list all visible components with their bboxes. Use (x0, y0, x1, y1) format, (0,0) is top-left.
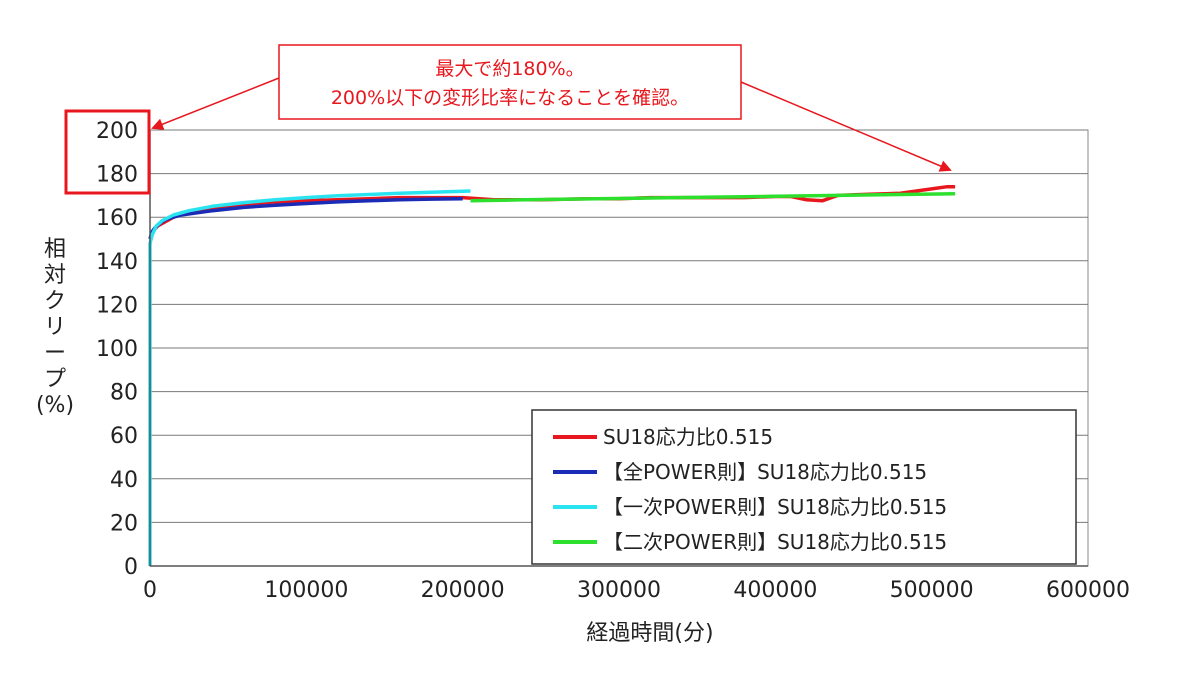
series-line-2 (148, 189, 471, 566)
y-tick-labels: 0 20 40 60 80 100 120 140 160 180 200 (96, 119, 138, 580)
y-tick-label: 120 (96, 293, 138, 318)
y-axis-title: 相対クリープ(%) (36, 237, 74, 418)
y-tick-label: 180 (96, 163, 138, 188)
x-tick-label: 400000 (733, 578, 817, 603)
legend-label-3: 【二次POWER則】SU18応力比0.515 (603, 530, 947, 554)
series-line-3 (470, 191, 956, 203)
x-tick-label: 200000 (421, 578, 505, 603)
x-tick-label: 0 (143, 578, 157, 603)
y-tick-label: 0 (124, 555, 138, 580)
callout-arrow-right (740, 81, 952, 172)
legend-box (531, 409, 1077, 565)
legend-label-2: 【一次POWER則】SU18応力比0.515 (603, 495, 947, 519)
callout-line1: 最大で約180%。 (435, 58, 584, 80)
y-tick-label: 60 (110, 424, 138, 449)
y-tick-label: 200 (96, 119, 138, 144)
legend: SU18応力比0.515 【全POWER則】SU18応力比0.515 【一次POWE… (553, 425, 947, 554)
x-tick-label: 600000 (1046, 578, 1130, 603)
series-group (148, 184, 956, 566)
y-tick-label: 80 (110, 381, 138, 406)
y-tick-label: 40 (110, 468, 138, 493)
x-axis-title: 経過時間(分) (586, 621, 713, 646)
y-tick-label: 20 (110, 511, 138, 536)
y-tick-label: 140 (96, 250, 138, 275)
y-max-highlight-box (64, 109, 151, 195)
callout-arrow-left (151, 77, 280, 130)
y-tick-label: 100 (96, 337, 138, 362)
callout-box (278, 44, 742, 120)
y-tick-label: 160 (96, 206, 138, 231)
x-tick-label: 100000 (264, 578, 348, 603)
legend-label-1: 【全POWER則】SU18応力比0.515 (603, 460, 927, 484)
x-tick-label: 500000 (890, 578, 974, 603)
legend-label-0: SU18応力比0.515 (603, 425, 773, 449)
x-tick-label: 300000 (577, 578, 661, 603)
x-tick-labels: 0 100000 200000 300000 400000 500000 600000 (143, 578, 1130, 603)
callout-line2: 200%以下の変形比率になることを確認。 (331, 87, 689, 109)
